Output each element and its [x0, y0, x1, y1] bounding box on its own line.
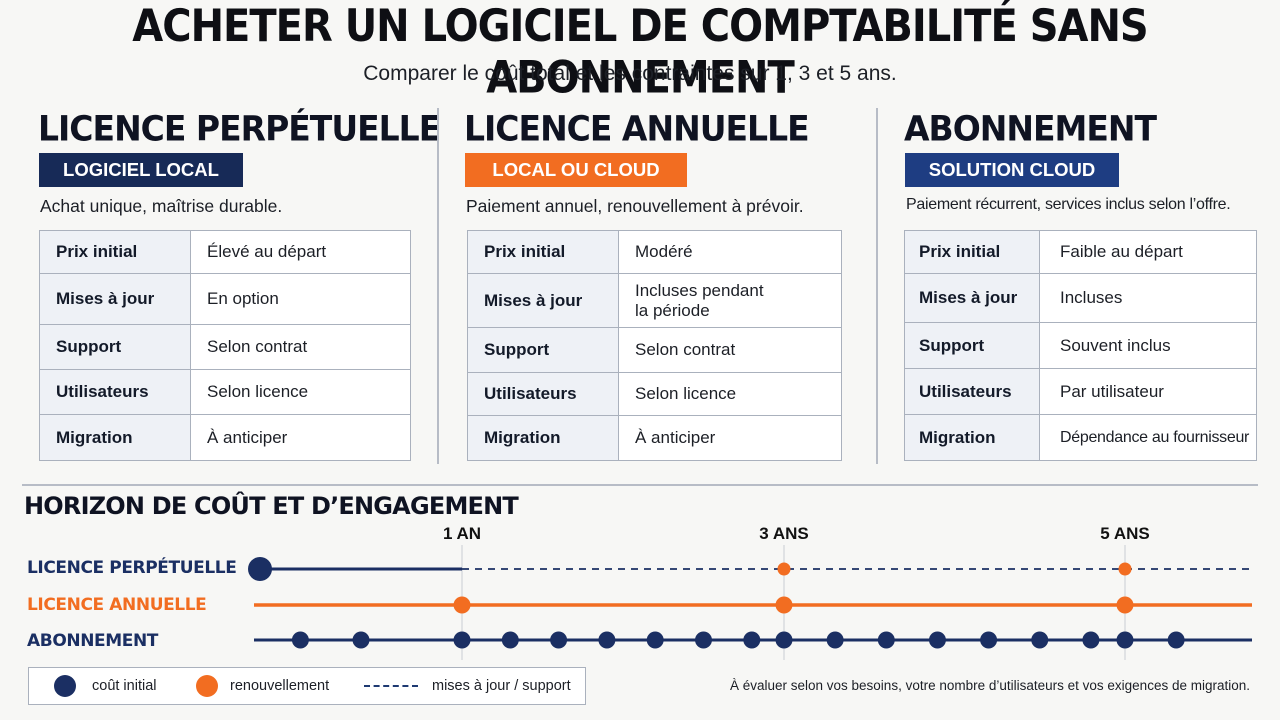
column-title: ABONNEMENT	[904, 108, 1157, 149]
row-key: Utilisateurs	[467, 372, 619, 416]
row-value: Par utilisateur	[1039, 368, 1257, 415]
subscription-payment-point	[1031, 631, 1049, 649]
horizon-title: HORIZON DE COÛT ET D’ENGAGEMENT	[24, 492, 519, 520]
column-perpetual: LICENCE PERPÉTUELLE LOGICIEL LOCAL Achat…	[38, 108, 441, 464]
column-description: Paiement annuel, renouvellement à prévoi…	[466, 196, 804, 216]
legend-renewal: renouvellement	[196, 668, 329, 704]
subscription-payment-point	[826, 631, 844, 649]
row-label-annual: LICENCE ANNUELLE	[27, 595, 207, 615]
row-label-perpetual: LICENCE PERPÉTUELLE	[27, 558, 237, 578]
subscription-payment-point	[291, 631, 309, 649]
column-description: Achat unique, maîtrise durable.	[40, 196, 283, 216]
features-table: Prix initial Élevé au départ Mises à jour…	[39, 230, 411, 461]
subscription-payment-point	[877, 631, 895, 649]
row-key: Utilisateurs	[39, 369, 191, 415]
perpetual-renewal-point	[777, 562, 791, 576]
table-row: Migration À anticiper	[39, 414, 411, 461]
table-row: Migration À anticiper	[467, 415, 842, 461]
page-title: ACHETER UN LOGICIEL DE COMPTABILITÉ SANS…	[132, 0, 1149, 104]
subscription-payment-point	[695, 631, 712, 649]
subscription-payment-point	[501, 631, 519, 649]
row-value: Faible au départ	[1039, 230, 1257, 274]
column-subscription: ABONNEMENT SOLUTION CLOUD Paiement récur…	[904, 108, 1264, 464]
badge-cloud-solution: SOLUTION CLOUD	[905, 153, 1119, 187]
table-row: Support Selon contrat	[467, 327, 842, 373]
legend-label: renouvellement	[230, 678, 330, 694]
row-key: Migration	[467, 415, 619, 461]
row-value: Selon licence	[618, 372, 842, 416]
row-key: Migration	[904, 414, 1040, 461]
subscription-payment-point	[646, 631, 664, 649]
table-row: Mises à jour Incluses	[904, 273, 1257, 323]
tick-label-5-years: 5 ANS	[1100, 524, 1150, 543]
orange-dot-icon	[196, 675, 218, 697]
row-label-subscription: ABONNEMENT	[27, 631, 158, 651]
legend-updates: mises à jour / support	[364, 668, 571, 704]
legend-label: coût initial	[92, 678, 157, 694]
section-divider	[22, 484, 1258, 486]
subscription-payment-point	[1116, 631, 1134, 649]
subscription-payment-point	[1167, 631, 1185, 649]
row-value: Selon licence	[190, 369, 411, 415]
row-key: Mises à jour	[904, 273, 1040, 323]
tick-label-1-year: 1 AN	[442, 524, 482, 543]
badge-local-software: LOGICIEL LOCAL	[39, 153, 243, 187]
row-key: Prix initial	[39, 230, 191, 274]
table-row: Utilisateurs Selon licence	[467, 372, 842, 416]
row-key: Support	[904, 322, 1040, 369]
annual-renewal-point	[1116, 596, 1134, 614]
table-row: Support Selon contrat	[39, 324, 411, 370]
footnote: À évaluer selon vos besoins, votre nombr…	[729, 678, 1250, 693]
legend-initial-cost: coût initial	[54, 668, 156, 704]
table-row: Prix initial Faible au départ	[904, 230, 1257, 274]
row-value: À anticiper	[190, 414, 411, 461]
perpetual-initial-cost-point	[248, 557, 272, 581]
features-table: Prix initial Faible au départ Mises à jou…	[904, 230, 1257, 461]
column-divider	[437, 108, 439, 464]
subscription-payment-point	[453, 631, 471, 649]
row-value: Élevé au départ	[190, 230, 411, 274]
table-row: Support Souvent inclus	[904, 322, 1257, 369]
legend: coût initial renouvellement mises à jour…	[28, 667, 586, 705]
row-value: Souvent inclus	[1039, 322, 1257, 369]
annual-renewal-point	[453, 596, 471, 614]
table-row: Migration Dépendance au fournisseur	[904, 414, 1257, 461]
subscription-payment-point	[352, 631, 370, 649]
column-annual: LICENCE ANNUELLE LOCAL OU CLOUD Paiement…	[464, 108, 854, 464]
subscription-payment-point	[980, 631, 998, 649]
subscription-payment-point	[775, 631, 793, 649]
column-description: Paiement récurrent, services inclus selo…	[906, 196, 1231, 213]
subscription-payment-point	[598, 631, 616, 649]
row-key: Prix initial	[467, 230, 619, 274]
row-key: Mises à jour	[467, 273, 619, 328]
row-key: Support	[39, 324, 191, 370]
subscription-payment-point	[550, 631, 568, 649]
subscription-payment-point	[928, 631, 946, 649]
badge-local-or-cloud: LOCAL OU CLOUD	[465, 153, 687, 187]
features-table: Prix initial Modéré Mises à jour Incluses …	[467, 230, 842, 461]
table-row: Utilisateurs Selon licence	[39, 369, 411, 415]
tick-label-3-years: 3 ANS	[759, 524, 809, 543]
dashed-line-icon	[364, 685, 418, 687]
column-divider	[876, 108, 878, 464]
row-value: Dépendance au fournisseur	[1039, 414, 1257, 461]
navy-dot-icon	[54, 675, 76, 697]
annual-renewal-point	[775, 596, 793, 614]
row-value: Selon contrat	[618, 327, 842, 373]
legend-label: mises à jour / support	[432, 678, 571, 694]
column-title: LICENCE ANNUELLE	[464, 108, 810, 149]
table-row: Prix initial Modéré	[467, 230, 842, 274]
subscription-payment-point	[743, 631, 761, 649]
row-value: Modéré	[618, 230, 842, 274]
row-value: À anticiper	[618, 415, 842, 461]
row-key: Prix initial	[904, 230, 1040, 274]
table-row: Prix initial Élevé au départ	[39, 230, 411, 274]
column-title: LICENCE PERPÉTUELLE	[38, 108, 441, 149]
perpetual-renewal-point	[1118, 562, 1132, 576]
row-key: Support	[467, 327, 619, 373]
subscription-payment-point	[1082, 631, 1100, 649]
page-subtitle: Comparer le coût total et les contrainte…	[363, 62, 897, 85]
